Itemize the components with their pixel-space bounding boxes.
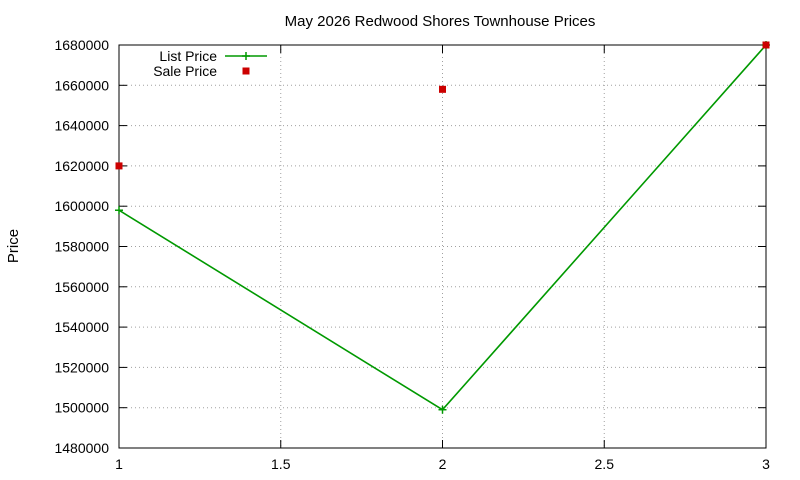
sale-price-point — [439, 85, 446, 93]
sale-price-point — [115, 162, 123, 170]
x-tick-label: 1.5 — [271, 456, 291, 472]
y-axis-label: Price — [5, 229, 22, 263]
y-tick-label: 1500000 — [54, 400, 109, 416]
y-tick-label: 1600000 — [54, 198, 109, 214]
y-tick-label: 1620000 — [54, 158, 109, 174]
y-tick-label: 1680000 — [54, 37, 109, 53]
y-tick-label: 1520000 — [54, 359, 109, 375]
series-layer — [115, 41, 770, 414]
legend-label-list-price: List Price — [159, 48, 217, 64]
axis-ticks: 1480000 1500000 1520000 1540000 1560000 15800… — [54, 37, 770, 472]
list-price-line — [118, 44, 767, 411]
x-tick-label: 2 — [439, 456, 447, 472]
chart-title: May 2026 Redwood Shores Townhouse Prices — [285, 13, 596, 30]
sale-price-point — [762, 41, 770, 49]
y-tick-label: 1480000 — [54, 440, 109, 456]
y-tick-label: 1640000 — [54, 118, 109, 134]
x-tick-label: 1 — [115, 456, 123, 472]
x-tick-label: 2.5 — [595, 456, 615, 472]
y-tick-label: 1560000 — [54, 279, 109, 295]
list-price-point — [115, 206, 123, 215]
y-tick-label: 1540000 — [54, 319, 109, 335]
y-tick-label: 1660000 — [54, 77, 109, 93]
y-tick-label: 1580000 — [54, 239, 109, 255]
list-price-point — [438, 405, 447, 414]
legend-marker-list-price — [242, 52, 250, 60]
grid — [119, 45, 766, 448]
x-tick-label: 3 — [762, 456, 770, 472]
legend-label-sale-price: Sale Price — [153, 63, 217, 79]
legend-marker-sale-price — [242, 67, 250, 75]
